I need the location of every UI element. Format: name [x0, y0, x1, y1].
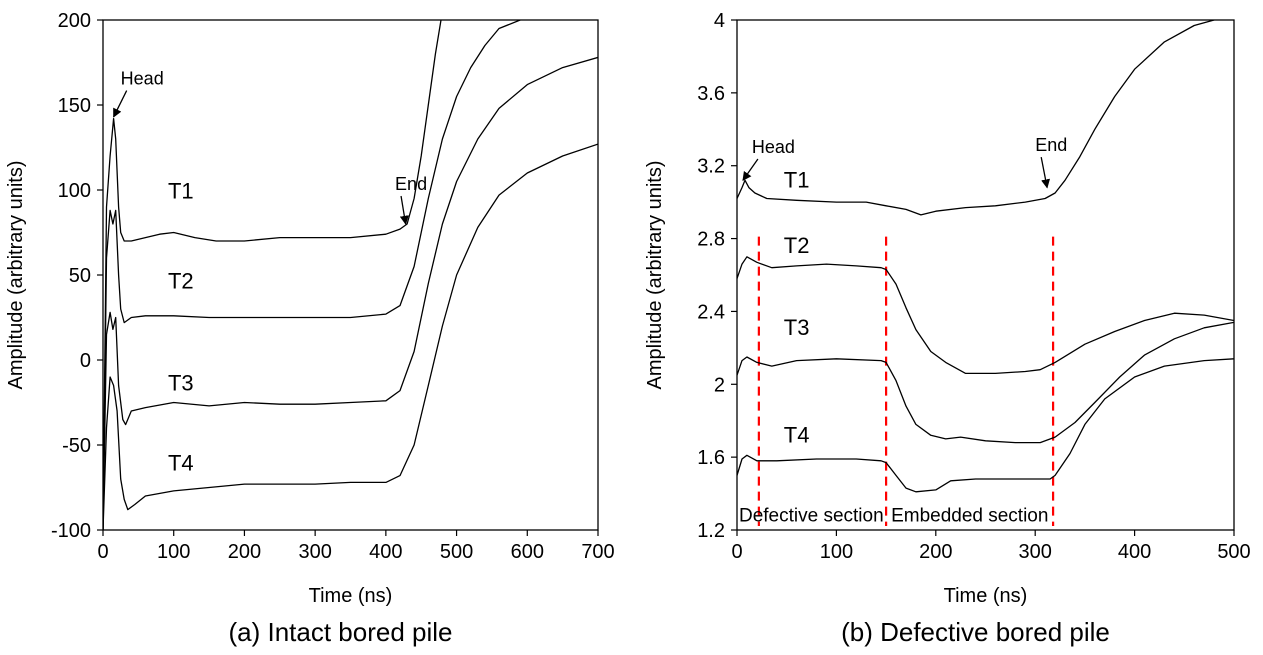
x-tick-label: 0	[97, 541, 108, 563]
plot-area	[737, 20, 1234, 526]
x-tick-label: 300	[298, 541, 331, 563]
annotation-arrow	[1040, 157, 1051, 189]
plot-area	[103, 20, 598, 530]
x-tick-label: 100	[157, 541, 190, 563]
plot-frame	[736, 19, 1235, 531]
panel-caption: (a) Intact bored pile	[228, 617, 452, 647]
series-label-t3: T3	[784, 315, 810, 340]
x-tick-label: 0	[731, 541, 742, 563]
series-label-t2: T2	[168, 269, 194, 294]
panel-defective-bored-pile: 0 100 200 300 400 500 1.2 1.6 2 2.4 2.8 3.2 3.6 4 Time…	[644, 10, 1251, 647]
series-line-t2	[103, 20, 521, 530]
annotation-end: End	[1035, 135, 1067, 155]
y-tick-label: 4	[714, 10, 725, 32]
series-line-t1	[103, 20, 442, 530]
section-label: Embedded section	[891, 506, 1048, 527]
y-tick-label: 0	[80, 350, 91, 372]
series-line-t1	[737, 20, 1215, 216]
x-axis-label: Time (ns)	[944, 585, 1028, 607]
x-tick-label: 200	[919, 541, 952, 563]
x-tick-label: 400	[1118, 541, 1151, 563]
y-tick-label: 1.2	[697, 520, 725, 542]
x-tick-label: 200	[228, 541, 261, 563]
x-axis-label: Time (ns)	[309, 585, 393, 607]
y-tick-label: 150	[58, 95, 91, 117]
y-tick-label: 2.4	[697, 301, 725, 323]
series-label-t3: T3	[168, 371, 194, 396]
annotation-arrow	[399, 195, 409, 225]
annotation-arrow	[742, 158, 759, 182]
series-label-t1: T1	[784, 168, 810, 193]
annotation-head: Head	[121, 69, 164, 89]
x-tick-label: 500	[440, 541, 473, 563]
series-label-t4: T4	[784, 423, 810, 448]
y-axis-label: Amplitude (arbitrary units)	[644, 161, 666, 390]
series-line-t3	[103, 56, 598, 530]
panel-caption: (b) Defective bored pile	[841, 617, 1110, 647]
y-tick-label: 2.8	[697, 229, 725, 251]
y-tick-label: 50	[69, 265, 91, 287]
series-line-t3	[737, 321, 1234, 444]
annotation-end: End	[395, 174, 427, 194]
series-line-t4	[103, 143, 598, 530]
x-tick-label: 600	[511, 541, 544, 563]
y-tick-label: 3.6	[697, 83, 725, 105]
panel-intact-bored-pile: 0 100 200 300 400 500 600 700 -100 -50 0 50 100 150 20…	[5, 10, 615, 647]
y-tick-label: 200	[58, 10, 91, 32]
series-label-t4: T4	[168, 451, 194, 476]
y-axis-label: Amplitude (arbitrary units)	[5, 161, 27, 390]
series-label-t1: T1	[168, 179, 194, 204]
series-line-t2	[737, 256, 1234, 375]
x-tick-label: 500	[1217, 541, 1250, 563]
x-tick-label: 700	[581, 541, 614, 563]
y-tick-label: 2	[714, 374, 725, 396]
section-label: Defective section	[739, 506, 884, 527]
series-line-t4	[737, 358, 1234, 493]
y-tick-label: 100	[58, 180, 91, 202]
y-tick-label: 1.6	[697, 447, 725, 469]
y-tick-label: 3.2	[697, 156, 725, 178]
annotation-head: Head	[752, 137, 795, 157]
x-tick-label: 300	[1019, 541, 1052, 563]
y-tick-label: -50	[62, 435, 91, 457]
annotation-arrow	[113, 90, 128, 118]
series-label-t2: T2	[784, 233, 810, 258]
x-tick-label: 400	[369, 541, 402, 563]
x-tick-label: 100	[820, 541, 853, 563]
y-tick-label: -100	[51, 520, 91, 542]
